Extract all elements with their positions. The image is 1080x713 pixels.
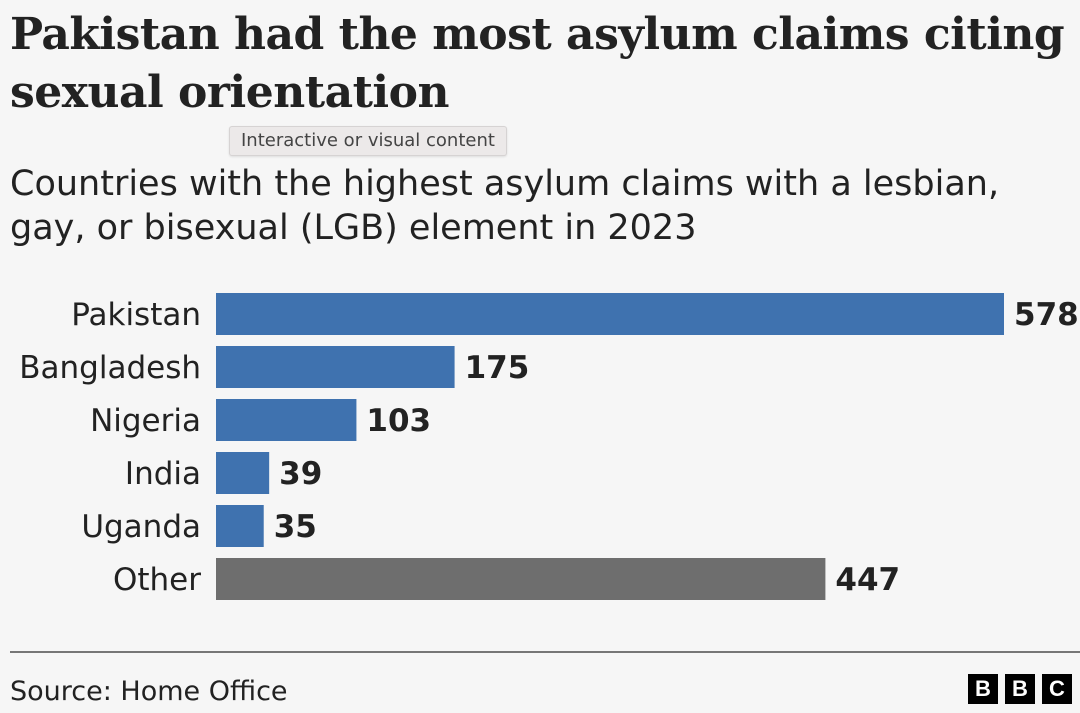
bar-india	[216, 452, 270, 494]
chart-title: Pakistan had the most asylum claims citi…	[10, 9, 1065, 118]
bbc-logo: B B C	[968, 674, 1072, 704]
chart-subtitle: Countries with the highest asylum claims…	[10, 164, 1000, 248]
category-label: Pakistan	[71, 297, 201, 333]
logo-letter: B	[1005, 674, 1035, 704]
bar-nigeria	[216, 399, 357, 441]
source-note: Source: Home Office	[10, 676, 288, 707]
bar-bangladesh	[216, 346, 455, 388]
bar-chart: Pakistan 578 Bangladesh 175 Nigeria 103 India 3…	[19, 293, 1079, 600]
category-label: Other	[113, 562, 201, 598]
value-label: 39	[279, 456, 322, 492]
bar-uganda	[216, 505, 264, 547]
category-label: Bangladesh	[19, 350, 201, 386]
tooltip: Interactive or visual content	[229, 126, 507, 156]
bar-pakistan	[216, 293, 1004, 335]
value-label: 35	[274, 509, 317, 545]
logo-letter: C	[1042, 674, 1072, 704]
logo-letter: B	[968, 674, 998, 704]
divider	[10, 651, 1080, 653]
value-label: 175	[465, 350, 530, 386]
category-label: Uganda	[81, 509, 201, 545]
value-label: 578	[1014, 297, 1079, 333]
bar-other	[216, 558, 826, 600]
value-label: 447	[835, 562, 900, 598]
category-label: India	[125, 456, 201, 492]
category-label: Nigeria	[90, 403, 201, 439]
value-label: 103	[366, 403, 431, 439]
